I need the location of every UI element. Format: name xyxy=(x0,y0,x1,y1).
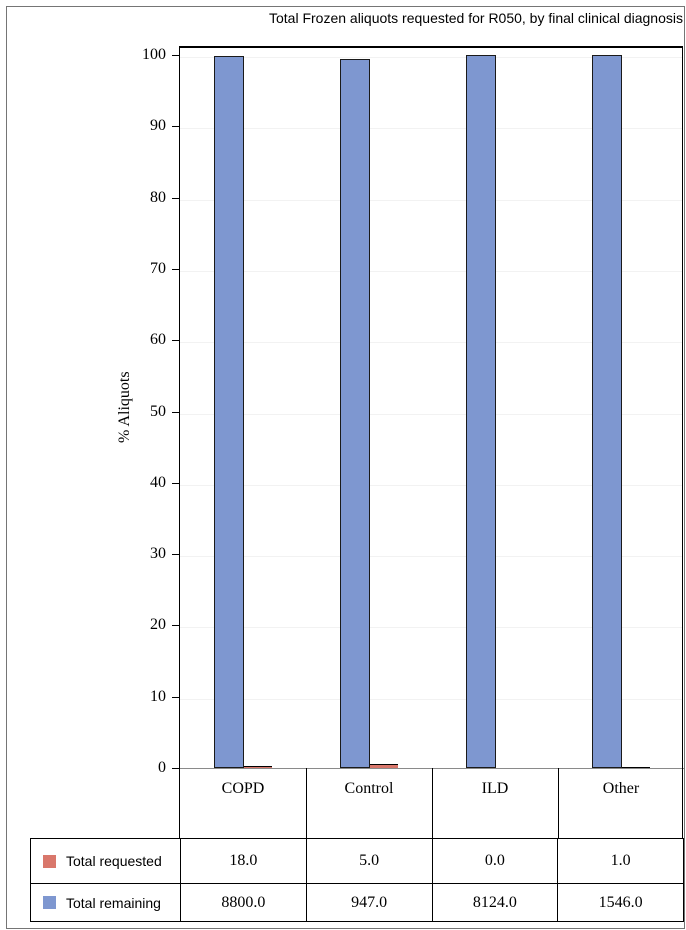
bar-remaining-Control xyxy=(340,59,370,768)
x-category-label-Other: Other xyxy=(602,780,640,797)
table-value-cell: 5.0 xyxy=(305,839,432,883)
gridline xyxy=(180,627,682,629)
x-category-label-COPD: COPD xyxy=(221,780,265,797)
gridline xyxy=(180,57,682,58)
plot-area xyxy=(179,46,683,768)
gridline xyxy=(180,128,682,130)
y-tick-mark xyxy=(172,625,179,627)
y-tick-label: 0 xyxy=(158,759,166,776)
y-tick-label: 60 xyxy=(150,331,166,349)
gridline xyxy=(180,199,682,201)
legend-row-label: Total requested xyxy=(31,839,180,883)
gridline xyxy=(180,270,682,272)
legend-label-text: Total remaining xyxy=(66,894,161,911)
legend-label-text: Total requested xyxy=(66,853,162,869)
y-tick-label: 80 xyxy=(150,188,166,206)
y-tick-mark xyxy=(172,411,179,413)
y-tick-label: 20 xyxy=(150,616,166,634)
legend-table: Total requested 18.0 5.0 0.0 1.0 Total remain… xyxy=(30,838,684,922)
y-tick-label: 90 xyxy=(150,117,166,135)
legend-swatch xyxy=(43,854,56,868)
legend-swatch xyxy=(43,896,56,909)
bar-remaining-Other xyxy=(592,55,622,768)
chart-title: Total Frozen aliquots requested for R050… xyxy=(268,10,683,26)
y-tick-label: 50 xyxy=(150,402,166,420)
x-category-label-ILD: ILD xyxy=(481,780,509,797)
y-tick-mark xyxy=(172,197,179,199)
x-category-label-Control: Control xyxy=(344,780,394,797)
table-value-cell: 8800.0 xyxy=(180,883,306,921)
table-value-cell: 8124.0 xyxy=(431,883,558,921)
gridline xyxy=(180,556,682,558)
y-tick-mark xyxy=(172,554,179,556)
x-axis-category-band: COPD Control ILD Other xyxy=(179,768,683,838)
y-tick-label: 10 xyxy=(150,687,166,705)
category-separator xyxy=(558,768,559,838)
y-tick-mark xyxy=(172,340,179,342)
bar-requested-Control xyxy=(370,764,398,768)
y-tick-mark xyxy=(172,268,179,270)
table-value-cell: 0.0 xyxy=(431,839,558,883)
y-tick-mark xyxy=(172,126,179,128)
table-value-cell: 18.0 xyxy=(180,839,306,883)
bar-remaining-ILD xyxy=(466,55,496,768)
gridline xyxy=(180,484,682,486)
bar-requested-COPD xyxy=(244,766,272,768)
gridline xyxy=(180,342,682,344)
y-tick-mark xyxy=(172,696,179,698)
bar-remaining-COPD xyxy=(214,56,244,768)
y-tick-mark xyxy=(172,55,179,56)
gridline xyxy=(180,413,682,415)
y-tick-label: 40 xyxy=(150,473,166,491)
gridline xyxy=(180,698,682,700)
table-value-cell: 1.0 xyxy=(557,839,683,883)
table-value-cell: 947.0 xyxy=(305,883,432,921)
y-tick-mark xyxy=(172,768,179,769)
y-tick-label: 100 xyxy=(142,46,166,63)
x-axis-line xyxy=(179,768,684,769)
bar-requested-Other xyxy=(622,767,650,768)
legend-row-label: Total remaining xyxy=(31,883,180,921)
y-tick-mark xyxy=(172,482,179,484)
category-separator xyxy=(306,768,307,838)
table-value-cell: 1546.0 xyxy=(557,883,683,921)
y-tick-label: 30 xyxy=(150,545,166,563)
category-separator xyxy=(432,768,433,838)
y-tick-label: 70 xyxy=(150,259,166,277)
